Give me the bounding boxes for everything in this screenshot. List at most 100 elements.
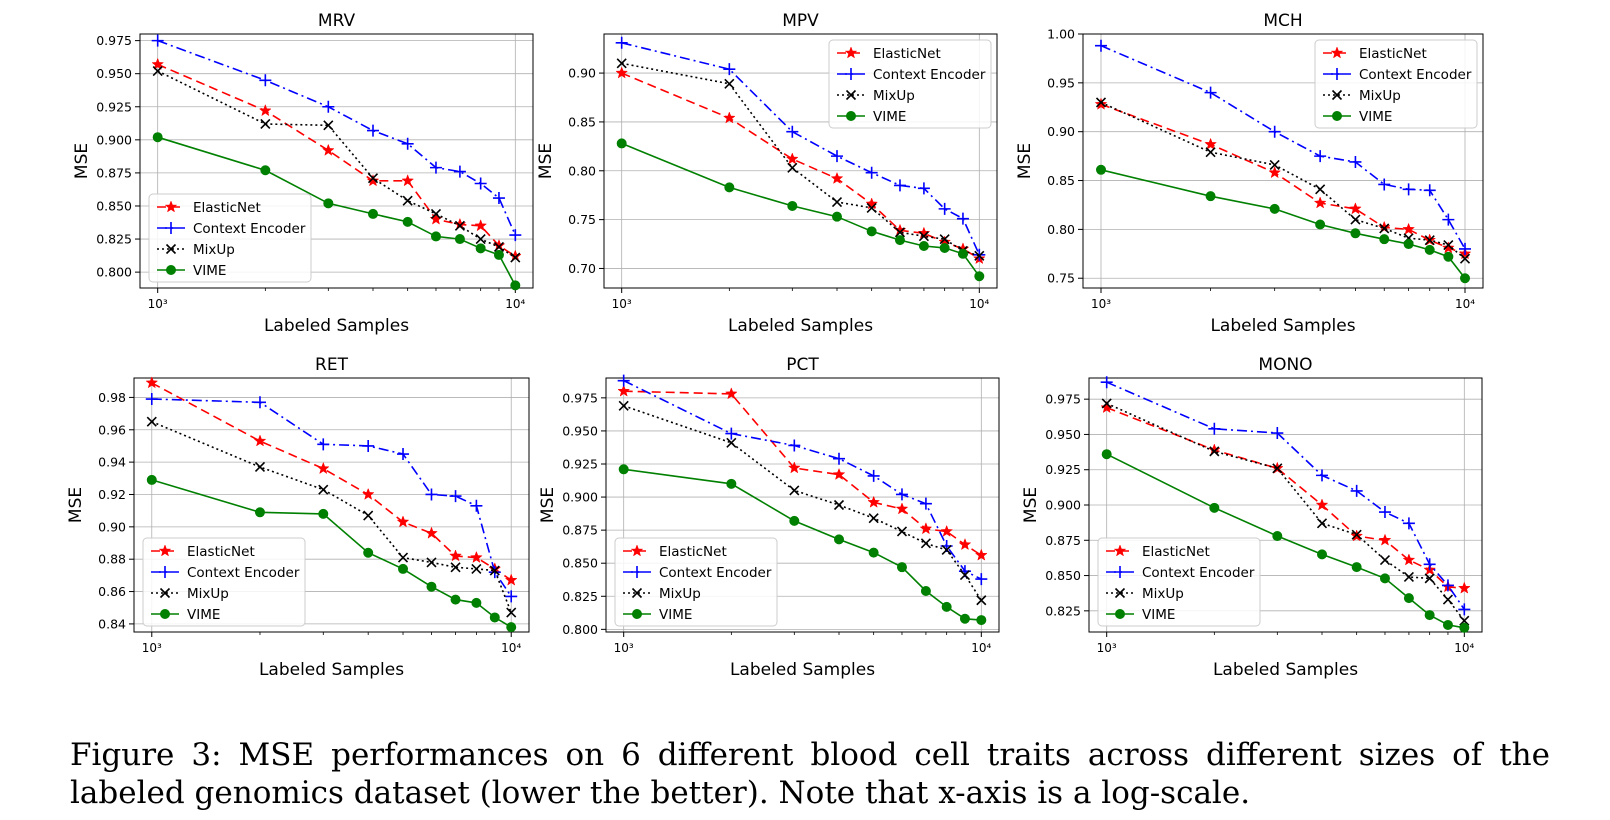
data-point xyxy=(726,437,737,448)
series-context-encoder xyxy=(1095,39,1471,255)
legend-label: MixUp xyxy=(1359,88,1401,104)
data-point xyxy=(1100,376,1113,389)
data-point xyxy=(367,173,379,184)
series-line xyxy=(1106,381,1465,610)
y-tick-label: 0.975 xyxy=(562,390,598,405)
data-point xyxy=(959,570,971,581)
data-point xyxy=(723,63,736,76)
data-point xyxy=(918,240,929,251)
data-point xyxy=(1272,531,1283,542)
legend: ElasticNet Context Encoder MixUp VIME xyxy=(614,537,778,627)
data-point xyxy=(1269,159,1280,170)
data-point xyxy=(474,219,488,232)
data-point xyxy=(363,547,374,558)
y-tick-label: 0.875 xyxy=(96,165,132,180)
data-point xyxy=(426,557,437,568)
y-tick-label: 0.80 xyxy=(1047,222,1075,237)
legend-label: VIME xyxy=(1359,109,1392,125)
y-tick-label: 0.95 xyxy=(1047,75,1075,90)
data-point xyxy=(917,182,930,195)
data-point xyxy=(1423,558,1436,571)
legend-marker xyxy=(159,566,171,578)
data-point xyxy=(363,510,374,521)
legend-marker xyxy=(1331,68,1343,80)
legend-marker xyxy=(165,222,177,234)
data-point xyxy=(1207,443,1221,456)
data-point xyxy=(425,488,438,501)
data-point xyxy=(1424,610,1435,621)
legend-label: VIME xyxy=(659,607,692,623)
data-point xyxy=(474,177,487,190)
data-point xyxy=(617,374,630,387)
data-point xyxy=(322,100,335,113)
legend-marker xyxy=(845,89,857,101)
data-point xyxy=(893,179,906,192)
x-tick-label: 10⁴ xyxy=(1454,641,1474,655)
data-point xyxy=(724,387,738,400)
data-point xyxy=(1459,242,1471,255)
y-tick-label: 0.90 xyxy=(568,66,596,81)
data-point xyxy=(471,597,482,608)
y-tick-label: 0.925 xyxy=(96,99,132,114)
legend-label: ElasticNet xyxy=(187,544,255,560)
y-tick-label: 0.90 xyxy=(1047,124,1075,139)
legend-marker xyxy=(845,68,857,80)
y-tick-label: 0.98 xyxy=(98,390,126,405)
data-point xyxy=(618,400,629,411)
y-tick-label: 0.975 xyxy=(96,33,132,48)
data-point xyxy=(1314,150,1327,163)
x-axis-label: Labeled Samples xyxy=(1213,660,1358,680)
legend-label: Context Encoder xyxy=(1359,67,1472,83)
legend-frame xyxy=(1097,537,1261,627)
data-point xyxy=(866,226,877,237)
data-point xyxy=(1443,239,1454,251)
series-elasticnet xyxy=(617,384,988,561)
legend-marker xyxy=(632,609,642,619)
legend-frame xyxy=(614,537,778,627)
data-point xyxy=(493,249,504,260)
chart-panel-mrv: 0.800 0.825 0.850 0.875 0.900 0.925 0.950 0.975… xyxy=(72,11,534,336)
data-point xyxy=(918,231,929,242)
data-point xyxy=(1204,86,1217,99)
data-point xyxy=(868,513,879,524)
data-point xyxy=(259,74,272,87)
data-point xyxy=(725,427,738,440)
data-point xyxy=(454,220,465,231)
data-point xyxy=(896,526,908,537)
series-line xyxy=(621,72,980,260)
y-tick-label: 0.80 xyxy=(568,163,596,178)
data-point xyxy=(489,565,500,576)
data-point xyxy=(323,198,334,209)
y-tick-label: 0.825 xyxy=(96,232,132,247)
data-point xyxy=(450,594,461,605)
data-point xyxy=(1349,202,1362,215)
legend-marker xyxy=(846,111,856,121)
data-point xyxy=(1205,191,1216,202)
y-tick-label: 0.88 xyxy=(98,552,126,567)
data-point xyxy=(956,212,969,225)
y-tick-label: 0.925 xyxy=(1045,462,1081,477)
data-point xyxy=(397,448,410,461)
data-point xyxy=(258,103,272,117)
data-point xyxy=(1402,553,1416,566)
data-point xyxy=(833,499,845,511)
series-mixup xyxy=(152,65,521,263)
data-point xyxy=(151,57,165,70)
data-point xyxy=(920,585,931,596)
data-point xyxy=(1457,581,1471,594)
data-point xyxy=(1095,39,1107,52)
chart-panel-mpv: 0.70 0.75 0.80 0.85 0.90 10³ 10⁴ MPV Labeled Sam… xyxy=(536,11,998,336)
legend-label: ElasticNet xyxy=(659,544,727,560)
data-point xyxy=(260,118,271,130)
data-point xyxy=(1423,184,1436,197)
data-point xyxy=(1209,502,1220,513)
data-point xyxy=(867,495,881,508)
y-axis-label: MSE xyxy=(1021,487,1041,523)
data-point xyxy=(475,243,486,254)
data-point xyxy=(919,522,933,535)
data-point xyxy=(1424,235,1435,246)
series-line xyxy=(623,390,982,556)
legend: ElasticNet Context Encoder MixUp VIME xyxy=(148,193,312,283)
legend-marker xyxy=(1115,609,1125,619)
data-point xyxy=(253,434,267,447)
